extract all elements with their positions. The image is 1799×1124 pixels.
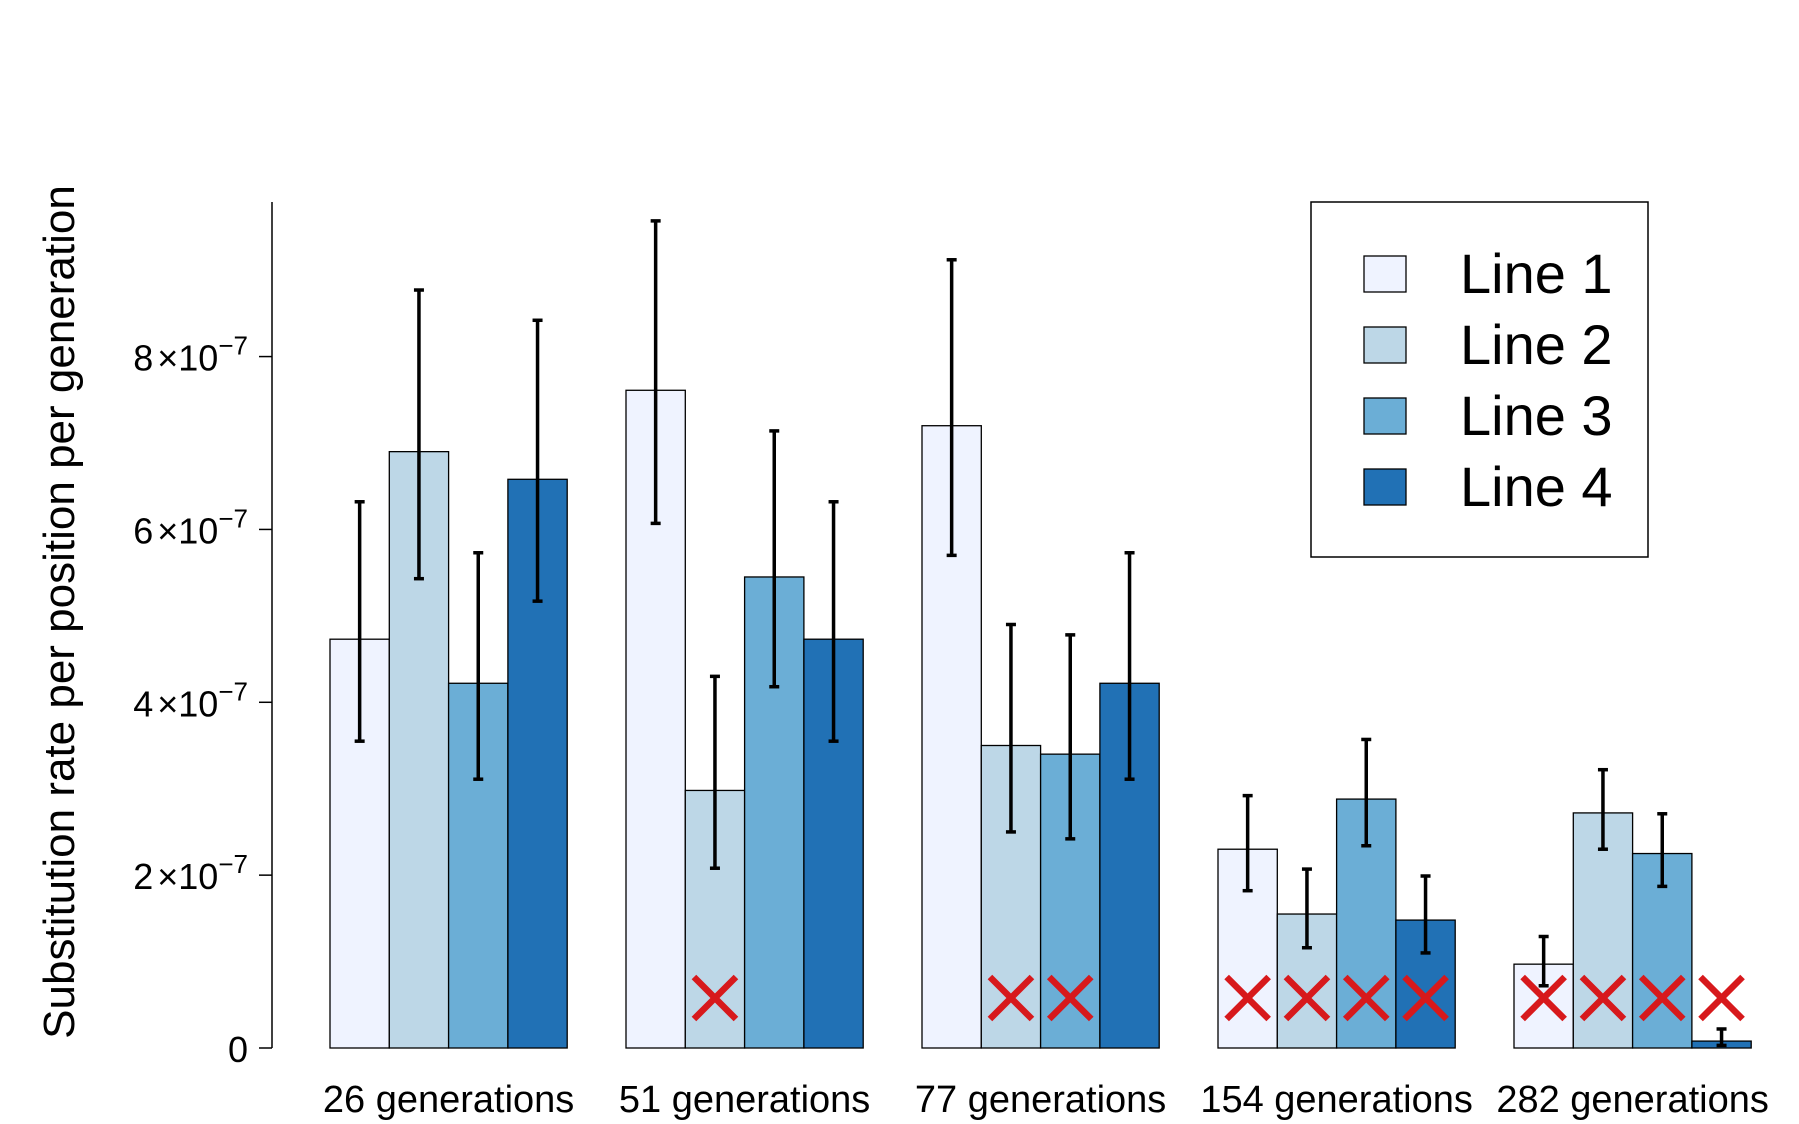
legend-item: Line 2 bbox=[1363, 313, 1613, 376]
error-bar bbox=[1242, 793, 1253, 893]
error-bar bbox=[1005, 622, 1016, 834]
x-category-label: 51 generations bbox=[619, 1079, 870, 1121]
y-tick-label: 4 ×10−7 bbox=[133, 676, 248, 724]
error-bar bbox=[1716, 1027, 1727, 1048]
bar-group bbox=[1217, 737, 1456, 1049]
bar-group bbox=[625, 219, 864, 1049]
bar-group bbox=[921, 258, 1160, 1049]
x-category-label: 154 generations bbox=[1200, 1079, 1473, 1121]
x-category-label: 26 generations bbox=[323, 1079, 574, 1121]
excluded-x-marker bbox=[1698, 974, 1745, 1022]
error-bar bbox=[413, 288, 424, 581]
error-bar bbox=[1124, 551, 1135, 781]
error-bar bbox=[1301, 867, 1312, 950]
legend: Line 1 Line 2 Line 3 Line 4 bbox=[1310, 201, 1649, 558]
legend-label: Line 1 bbox=[1460, 242, 1613, 305]
bar-group bbox=[329, 288, 568, 1049]
bar-groups bbox=[329, 219, 1752, 1049]
legend-label: Line 2 bbox=[1460, 313, 1613, 376]
excluded-x-marker bbox=[1342, 974, 1390, 1022]
error-bar bbox=[1538, 934, 1549, 988]
legend-label: Line 3 bbox=[1460, 384, 1613, 447]
legend-item: Line 1 bbox=[1363, 242, 1613, 305]
y-axis-label: Substitution rate per position per gener… bbox=[35, 185, 84, 1039]
error-bar bbox=[1065, 633, 1076, 841]
y-tick-label: 6 ×10−7 bbox=[133, 503, 248, 551]
x-axis-category-labels: 26 generations 51 generations 77 generatio… bbox=[323, 1079, 1769, 1121]
error-bar bbox=[650, 219, 661, 526]
excluded-x-marker bbox=[1402, 974, 1449, 1022]
y-tick-label: 0 bbox=[228, 1029, 248, 1070]
excluded-x-marker bbox=[691, 974, 739, 1022]
legend-item: Line 4 bbox=[1363, 455, 1613, 518]
error-bar bbox=[946, 258, 957, 558]
y-axis-ticks: 0 2 ×10−7 4 ×10−7 6 ×10−7 8 ×10−7 bbox=[133, 331, 272, 1070]
x-category-label: 282 generations bbox=[1496, 1079, 1769, 1121]
error-bar bbox=[473, 551, 484, 781]
y-tick-label: 8 ×10−7 bbox=[133, 331, 248, 379]
excluded-x-marker bbox=[1638, 974, 1686, 1022]
legend-item: Line 3 bbox=[1363, 384, 1613, 447]
excluded-x-marker bbox=[1046, 974, 1094, 1022]
bar bbox=[1572, 812, 1634, 1049]
error-bar bbox=[709, 674, 720, 870]
legend-label: Line 4 bbox=[1460, 455, 1613, 518]
legend-swatch bbox=[1363, 326, 1407, 364]
error-bar bbox=[1657, 812, 1668, 889]
excluded-x-marker bbox=[1283, 974, 1331, 1022]
legend-swatch bbox=[1363, 255, 1407, 293]
bar-group bbox=[1513, 767, 1752, 1049]
legend-swatch bbox=[1363, 397, 1407, 435]
excluded-x-marker bbox=[987, 974, 1035, 1022]
error-bar bbox=[1597, 767, 1608, 851]
error-bar bbox=[769, 429, 780, 689]
legend-swatch bbox=[1363, 468, 1407, 506]
excluded-x-marker bbox=[1579, 974, 1627, 1022]
x-category-label: 77 generations bbox=[915, 1079, 1166, 1121]
excluded-x-marker bbox=[1520, 974, 1567, 1022]
error-bar bbox=[1361, 737, 1372, 848]
error-bar bbox=[532, 318, 543, 603]
error-bar bbox=[828, 500, 839, 743]
error-bar bbox=[1420, 874, 1431, 955]
error-bar bbox=[354, 500, 365, 743]
excluded-x-marker bbox=[1224, 974, 1271, 1022]
y-tick-label: 2 ×10−7 bbox=[133, 849, 248, 897]
